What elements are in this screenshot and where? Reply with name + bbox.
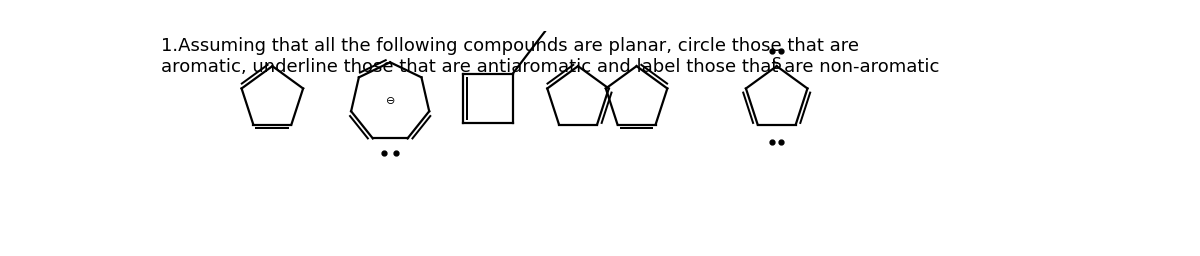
Text: 1.Assuming that all the following compounds are planar, circle those that are: 1.Assuming that all the following compou… bbox=[161, 37, 859, 55]
Text: aromatic, underline those that are antiaromatic and label those that are non-aro: aromatic, underline those that are antia… bbox=[161, 58, 940, 77]
Text: $\ominus$: $\ominus$ bbox=[385, 95, 395, 106]
Text: S: S bbox=[772, 57, 781, 72]
